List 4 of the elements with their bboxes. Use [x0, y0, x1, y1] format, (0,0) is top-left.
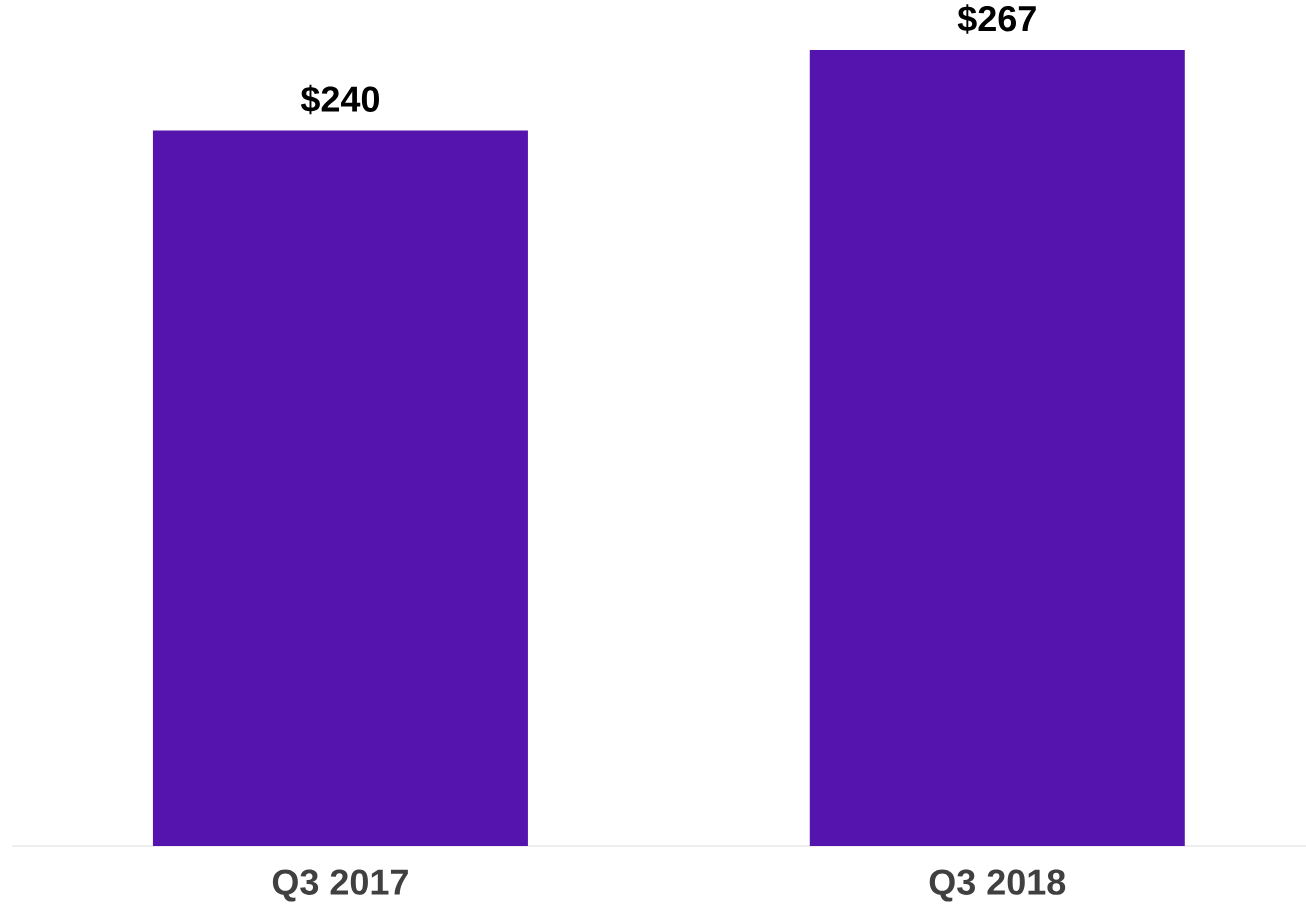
x-tick-label: Q3 2018	[929, 869, 1066, 902]
x-tick-label: Q3 2017	[272, 869, 408, 902]
data-label: $267	[957, 4, 1036, 34]
data-label: $240	[300, 84, 379, 115]
